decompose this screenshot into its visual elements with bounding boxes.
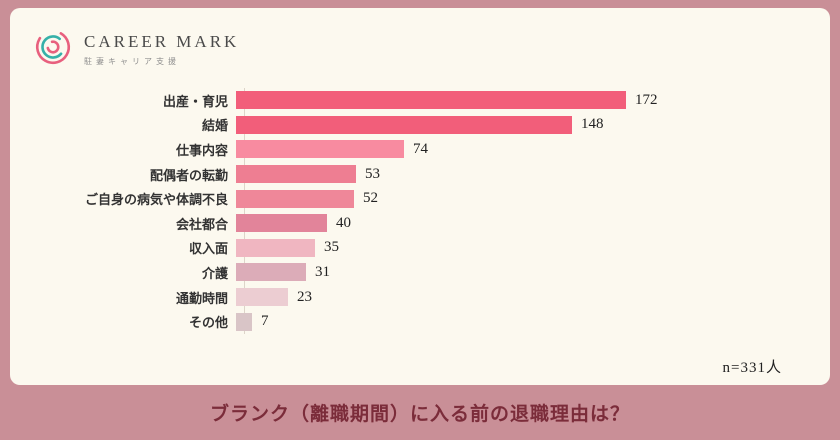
bar [236, 91, 626, 110]
bar [236, 238, 315, 257]
bar-value-label: 23 [297, 288, 312, 305]
bar-row: 会社都合 40 [38, 211, 798, 236]
bar-row: 仕事内容 74 [38, 137, 798, 162]
bar-category-label: 介護 [201, 265, 228, 281]
bar-chart: 出産・育児 172 結婚 148 仕事内容 74 配偶者の転勤 53 ご自身の病気や体調不良 52… [38, 88, 798, 334]
bar-row: ご自身の病気や体調不良 52 [38, 186, 798, 211]
bar-category-label: 配偶者の転勤 [149, 167, 228, 183]
bar [236, 165, 356, 184]
bar-category-label: 通勤時間 [175, 290, 228, 306]
bar-value-label: 40 [336, 214, 351, 231]
bar-row: その他 7 [38, 309, 798, 334]
footer-band: ブランク（離職期間）に入る前の退職理由は？ [0, 385, 840, 440]
bar-row: 出産・育児 172 [38, 88, 798, 113]
bar [236, 214, 327, 233]
logo-subtitle: 駐妻キャリア支援 [84, 57, 180, 66]
bar-category-label: ご自身の病気や体調不良 [84, 192, 228, 208]
bar [236, 263, 306, 282]
bar-value-label: 53 [365, 165, 380, 182]
bar-value-label: 35 [324, 239, 339, 256]
chart-card: CAREER MARK 駐妻キャリア支援 出産・育児 172 結婚 148 仕事内容 74… [10, 8, 830, 385]
sample-size-note: n=331人 [722, 360, 782, 376]
logo-texts: CAREER MARK 駐妻キャリア支援 [84, 32, 239, 67]
bar-value-label: 148 [581, 116, 604, 133]
bar-category-label: 収入面 [188, 241, 228, 257]
logo: CAREER MARK 駐妻キャリア支援 [32, 26, 239, 73]
bar-category-label: 仕事内容 [175, 142, 228, 158]
chart-axis-line [244, 88, 245, 334]
bar-chart-rows: 出産・育児 172 結婚 148 仕事内容 74 配偶者の転勤 53 ご自身の病気や体調不良 52… [38, 88, 798, 334]
bar-value-label: 7 [261, 313, 269, 330]
bar-category-label: 会社都合 [175, 216, 228, 232]
career-mark-swirl-icon [32, 26, 74, 73]
bar-category-label: その他 [188, 315, 228, 331]
bar [236, 140, 404, 159]
bar [236, 288, 288, 307]
bar-category-label: 結婚 [201, 118, 228, 134]
bar-row: 介護 31 [38, 260, 798, 285]
bar-value-label: 31 [315, 263, 330, 280]
bar-value-label: 52 [363, 190, 378, 207]
chart-question-title: ブランク（離職期間）に入る前の退職理由は？ [209, 404, 630, 425]
bar [236, 115, 572, 134]
bar-row: 配偶者の転勤 53 [38, 162, 798, 187]
bar-row: 収入面 35 [38, 236, 798, 261]
bar-row: 結婚 148 [38, 113, 798, 138]
bar-category-label: 出産・育児 [162, 93, 228, 109]
bar [236, 312, 252, 331]
bar-row: 通勤時間 23 [38, 285, 798, 310]
bar-value-label: 172 [635, 91, 658, 108]
bar [236, 189, 354, 208]
bar-value-label: 74 [413, 140, 428, 157]
logo-title: CAREER MARK [84, 32, 240, 51]
